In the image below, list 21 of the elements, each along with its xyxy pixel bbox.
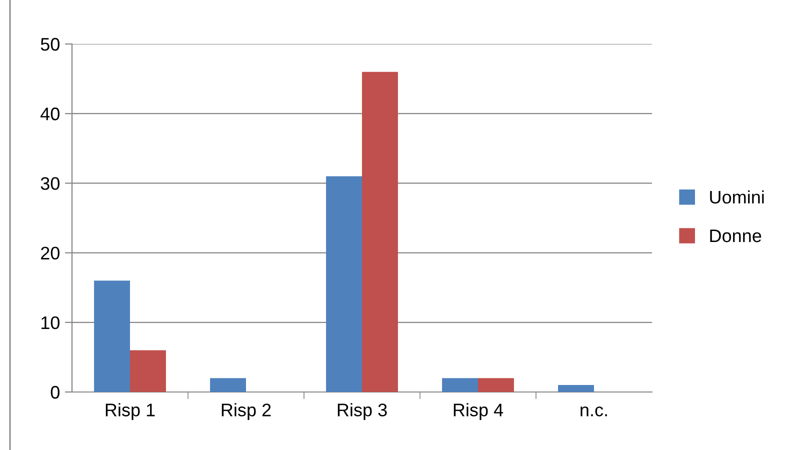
y-tick-label: 40 <box>40 108 60 120</box>
y-tick-label: 20 <box>41 246 60 260</box>
bar <box>326 176 362 392</box>
legend-label: Donne <box>710 230 762 242</box>
bar <box>130 350 166 392</box>
y-tick-label: 0 <box>50 386 60 399</box>
x-tick-label: Risp 1 <box>106 403 155 420</box>
bar <box>442 378 478 392</box>
x-tick-label: Risp 4 <box>454 403 504 420</box>
y-tick-label: 30 <box>40 177 60 190</box>
legend-label: Uomini <box>710 190 764 204</box>
bar <box>558 385 594 392</box>
x-tick-label: Risp 2 <box>222 403 271 420</box>
bar <box>94 280 130 392</box>
y-tick-label: 50 <box>40 38 60 51</box>
x-tick-label: n.c. <box>580 406 607 416</box>
y-tick-label: 10 <box>41 316 60 330</box>
bar <box>362 72 398 392</box>
x-tick-label: Risp 3 <box>338 403 387 420</box>
bar <box>478 378 514 392</box>
bar <box>210 378 246 392</box>
